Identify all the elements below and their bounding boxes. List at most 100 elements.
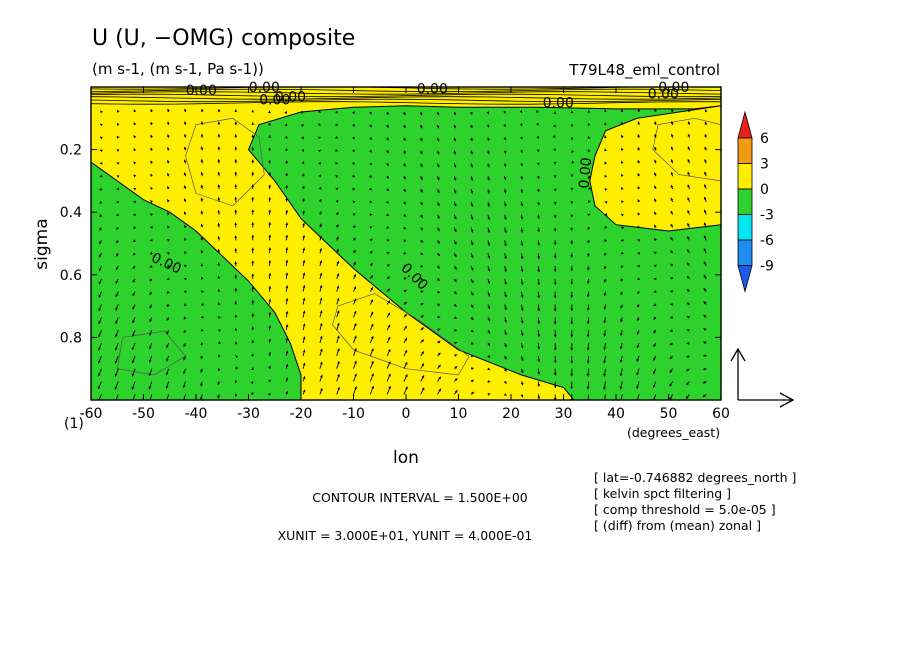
vector-arrowhead [167,264,170,268]
vector-arrowhead [437,315,441,319]
vector-arrowhead [234,184,238,187]
vector-arrowhead [200,263,204,267]
vector-arrowhead [217,395,221,399]
vector-arrowhead [553,229,557,232]
vector-arrowhead [552,124,556,128]
vector-arrowhead [319,248,323,251]
vector-arrowhead [404,338,407,341]
vector-arrowhead [504,356,507,360]
vector-arrowhead [453,138,457,142]
colorbar-segment [737,137,753,164]
vector-arrowhead [217,210,221,213]
vector-arrowhead [251,247,255,251]
vector-arrowhead [217,223,221,226]
vector-arrowhead [437,265,440,269]
vector-arrowhead [131,347,135,350]
vector-arrowhead [302,272,306,276]
vector-arrowhead [251,326,255,330]
vector-arrowhead [553,148,557,152]
vector-arrowhead [637,160,641,163]
vector-arrowhead [352,161,355,165]
vector-arrowhead [336,323,340,326]
vector-arrowhead [234,301,238,304]
vector-arrowhead [470,190,474,194]
vector-arrowhead [453,216,457,220]
vector-arrowhead [268,123,271,126]
vector-arrowhead [150,226,153,230]
vector-arrowhead [133,226,136,229]
vector-arrowhead [268,160,271,163]
vector-arrowhead [619,346,623,350]
vector-arrowhead [285,377,289,381]
top-contour-line [91,93,721,98]
vector-arrowhead [453,125,456,129]
vector-arrowhead [537,256,541,259]
vector-arrowhead [352,111,355,114]
y-tick-label: 0.4 [60,205,82,221]
vector-arrowhead [603,266,607,269]
vector-arrowhead [268,197,272,200]
vector-arrowhead [354,373,357,377]
vector-arrowhead [387,337,391,340]
vector-arrowhead [487,177,490,181]
vector-arrowhead [519,110,522,113]
vector-arrowhead [302,310,306,314]
vector-arrowhead [386,188,389,191]
vector-arrowhead [420,164,423,168]
vector-arrow [115,394,119,400]
vector-arrowhead [217,249,221,252]
vector-arrowhead [704,134,708,138]
vector-arrowhead [371,348,374,352]
vector-arrowhead [133,252,136,256]
vector-arrowhead [470,329,474,333]
vector-arrowhead [386,112,389,115]
vector-arrowhead [486,138,490,141]
vector-arrowhead [487,393,491,396]
vector-arrowhead [116,253,119,257]
vector-arrowhead [369,238,373,242]
vector-arrowhead [183,211,187,215]
vector-arrowhead [520,382,524,386]
vector-arrowhead [268,260,272,263]
vector-arrowhead [470,125,473,128]
vector-arrowhead [352,149,355,152]
vector-arrowhead [166,358,169,362]
vector-arrowhead [687,210,690,213]
vector-arrowhead [184,290,187,293]
vector-arrowhead [437,340,441,344]
vector-arrowhead [116,175,120,178]
vector-arrowhead [637,108,641,112]
vector-arrowhead [670,329,673,332]
vector-arrowhead [182,384,186,388]
vector-arrowhead [403,277,407,281]
vector-arrowhead [487,318,491,322]
vector-arrow [653,394,657,400]
vector-arrowhead [99,241,102,244]
vector-arrowhead [470,341,474,345]
vector-arrowhead [471,379,474,383]
vector-arrowhead [588,199,591,203]
vector-arrowhead [387,349,391,352]
vector-arrowhead [404,314,407,317]
vector-arrowhead [437,240,440,244]
vector-arrowhead [587,110,591,113]
vector-arrowhead [403,125,406,129]
vector-arrowhead [553,347,557,351]
vector-arrowhead [200,237,204,240]
vector-arrowhead [301,149,304,152]
vector-arrowhead [336,261,340,264]
vector-arrowhead [319,260,323,264]
vector-arrowhead [438,364,441,368]
vector-arrowhead [704,171,707,175]
vector-arrowhead [235,366,239,370]
colorbar-label: -3 [760,208,774,224]
vector-arrowhead [319,323,323,326]
vector-arrowhead [520,243,524,246]
vector-arrowhead [166,290,170,294]
vector-arrowhead [670,172,674,175]
vector-arrowhead [183,371,186,374]
vector-arrowhead [520,216,524,220]
vector-arrowhead [603,373,606,377]
vector-arrowhead [148,386,152,390]
vector-arrowhead [437,278,440,281]
